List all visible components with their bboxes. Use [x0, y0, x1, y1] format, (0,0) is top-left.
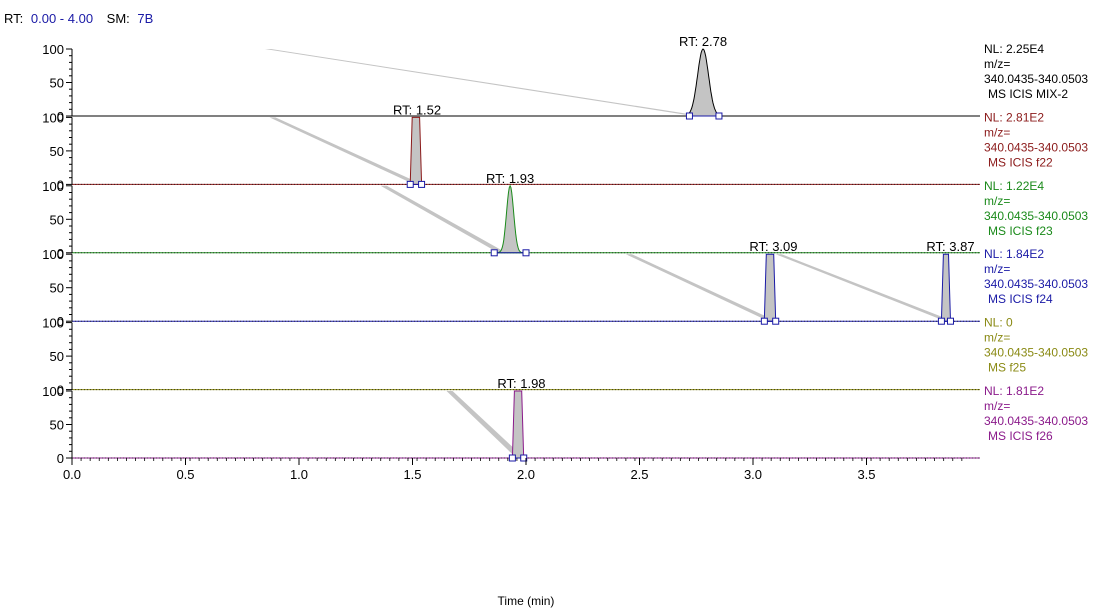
y-tick-label: 0 — [57, 314, 64, 329]
panel-info-nl: NL: 2.25E4 — [984, 42, 1044, 56]
peak-label-connector — [775, 254, 954, 322]
peak-area — [409, 116, 423, 185]
peak-rt-label: RT: 1.93 — [486, 171, 534, 186]
integration-marker — [406, 180, 414, 188]
panel-info-nl: NL: 1.81E2 — [984, 384, 1044, 398]
integration-marker — [760, 317, 768, 325]
peak-area — [763, 253, 777, 322]
panel-info-scan: MS ICIS f22 — [988, 155, 1053, 169]
panel-4: 0 50 100 RT: 3.09 RT: 3.87 NL: 1.84E2m/z=340.… — [42, 239, 1088, 329]
header-rt-value: 0.00 - 4.00 — [31, 11, 93, 26]
x-tick-label: 3.5 — [857, 467, 875, 482]
integration-marker — [418, 180, 426, 188]
x-tick-label: 0.5 — [176, 467, 194, 482]
peak-rt-label: RT: 1.98 — [497, 376, 545, 391]
y-tick-label: 0 — [57, 109, 64, 124]
y-tick-label: 100 — [42, 179, 64, 194]
panel-info-mz-label: m/z= — [984, 399, 1010, 413]
peak-rt-label: RT: 1.52 — [393, 102, 441, 117]
panel-info-mz-range: 340.0435-340.0503 — [984, 209, 1088, 223]
y-tick-label: 100 — [42, 384, 64, 399]
x-tick-label: 1.5 — [403, 467, 421, 482]
y-tick-label: 0 — [57, 246, 64, 261]
panel-info-mz-range: 340.0435-340.0503 — [984, 414, 1088, 428]
y-tick-label: 0 — [57, 177, 64, 192]
header-sm-value: 7B — [137, 11, 153, 26]
peak-label-connector — [264, 49, 702, 116]
panel-info-nl: NL: 1.22E4 — [984, 179, 1044, 193]
header-rt-range: RT: 0.00 - 4.00 SM: 7B — [4, 11, 153, 26]
integration-marker — [522, 249, 530, 257]
x-axis-label: Time (min) — [498, 594, 555, 608]
y-tick-label: 50 — [50, 212, 64, 227]
integration-marker — [508, 454, 516, 462]
peak-area — [940, 253, 952, 322]
integration-marker — [946, 317, 954, 325]
panel-info-scan: MS ICIS MIX-2 — [988, 87, 1068, 101]
panel-info-scan: MS ICIS f24 — [988, 292, 1053, 306]
peak-rt-label: RT: 3.09 — [749, 239, 797, 254]
panel-info-mz-range: 340.0435-340.0503 — [984, 277, 1088, 291]
peak-label-connector — [380, 185, 507, 253]
y-tick-label: 100 — [42, 42, 64, 57]
y-tick-label: 50 — [50, 281, 64, 296]
x-tick-label: 2.5 — [630, 467, 648, 482]
integration-marker — [520, 454, 528, 462]
x-axis: 0.0 0.5 1.0 1.5 2.0 2.5 3.0 3.5 — [63, 458, 963, 482]
panel-info-mz-label: m/z= — [984, 125, 1010, 139]
y-tick-label: 0 — [57, 451, 64, 466]
y-tick-label: 100 — [42, 316, 64, 331]
x-tick-label: 2.0 — [517, 467, 535, 482]
panel-2: 0 50 100 RT: 1.52 NL: 2.81E2m/z=340.0435-340… — [42, 102, 1088, 192]
x-tick-label: 1.0 — [290, 467, 308, 482]
panel-1: 0 50 100 RT: 2.78 NL: 2.25E4m/z=340.0435-340… — [42, 34, 1088, 124]
integration-marker — [937, 317, 945, 325]
peak-area — [688, 48, 720, 117]
header-sm-label: SM: — [107, 11, 130, 26]
panel-info-mz-range: 340.0435-340.0503 — [984, 346, 1088, 360]
panel-info-scan: MS ICIS f26 — [988, 429, 1053, 443]
panel-info-mz-label: m/z= — [984, 194, 1010, 208]
panel-info-mz-label: m/z= — [984, 57, 1010, 71]
peak-label-connector — [269, 117, 423, 185]
header-rt-label: RT: — [4, 11, 23, 26]
panel-info-scan: MS ICIS f23 — [988, 224, 1053, 238]
x-tick-label: 3.0 — [744, 467, 762, 482]
panel-info-mz-range: 340.0435-340.0503 — [984, 72, 1088, 86]
x-tick-label: 0.0 — [63, 467, 81, 482]
panel-3: 0 50 100 RT: 1.93 NL: 1.22E4m/z=340.0435-340… — [42, 171, 1088, 261]
panel-info-nl: NL: 1.84E2 — [984, 247, 1044, 261]
y-tick-label: 100 — [42, 247, 64, 262]
y-tick-label: 0 — [57, 383, 64, 398]
panel-info-nl: NL: 2.81E2 — [984, 110, 1044, 124]
panel-info-nl: NL: 0 — [984, 316, 1013, 330]
integration-marker — [772, 317, 780, 325]
y-tick-label: 50 — [50, 144, 64, 159]
peak-label-connector — [446, 391, 525, 458]
y-tick-label: 50 — [50, 418, 64, 433]
integration-marker — [685, 112, 693, 120]
peak-rt-label: RT: 3.87 — [926, 239, 974, 254]
peak-rt-label: RT: 2.78 — [679, 34, 727, 49]
panel-info-scan: MS f25 — [988, 361, 1026, 375]
y-tick-label: 100 — [42, 110, 64, 125]
integration-marker — [715, 112, 723, 120]
y-tick-label: 50 — [50, 76, 64, 91]
integration-marker — [490, 249, 498, 257]
panel-info-mz-label: m/z= — [984, 331, 1010, 345]
peak-label-connector — [625, 254, 777, 322]
y-tick-label: 50 — [50, 349, 64, 364]
panel-info-mz-label: m/z= — [984, 262, 1010, 276]
peak-area — [494, 184, 526, 254]
panel-info-mz-range: 340.0435-340.0503 — [984, 140, 1088, 154]
peak-area — [511, 390, 525, 459]
